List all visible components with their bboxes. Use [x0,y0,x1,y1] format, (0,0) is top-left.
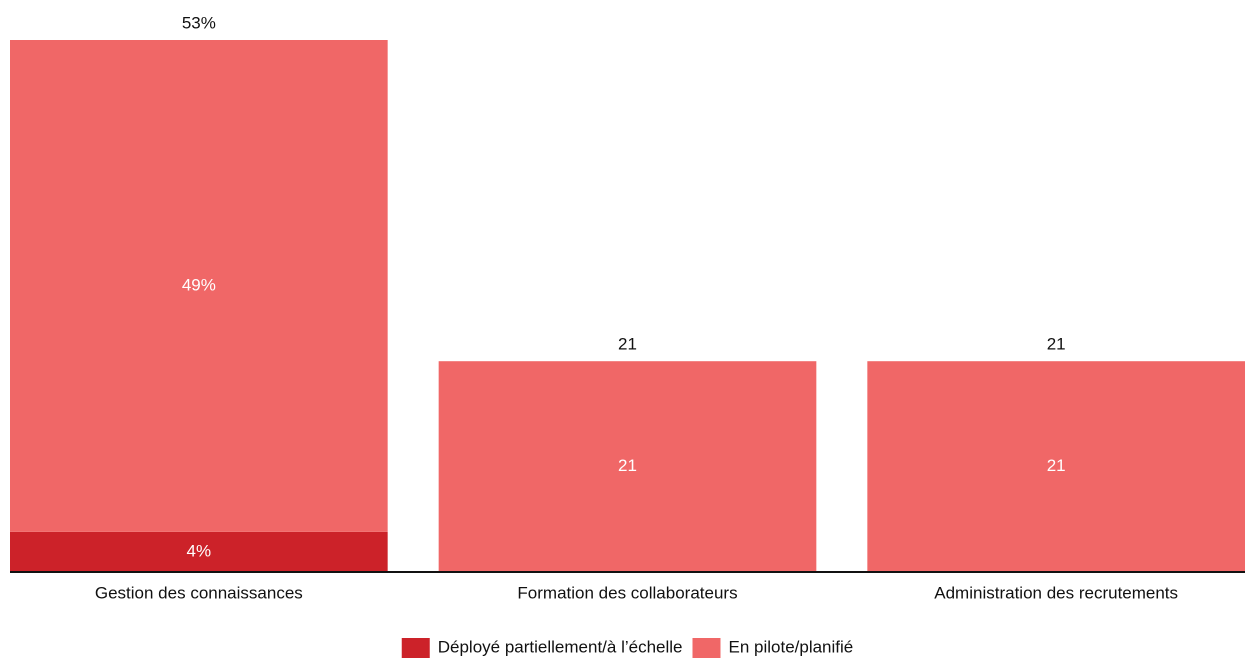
value-label: 21 [618,456,637,475]
total-label: 53% [182,13,216,32]
legend-label: Déployé partiellement/à l’échelle [438,637,683,656]
total-label: 21 [618,335,637,354]
value-label: 21 [1047,456,1066,475]
x-tick-label: Gestion des connaissances [95,583,303,602]
bar-segment [438,361,817,572]
legend-label: En pilote/planifié [728,637,853,656]
total-label: 21 [1047,335,1066,354]
legend-swatch [401,638,430,658]
bar-segment [10,531,388,572]
bar-segment [10,40,388,532]
value-label: 4% [187,541,212,560]
x-tick-label: Formation des collaborateurs [517,583,737,602]
legend-swatch [692,638,721,658]
value-label: 49% [182,275,216,294]
legend: Déployé partiellement/à l’échelle En pilo… [401,637,853,658]
x-tick-label: Administration des recrutements [934,583,1178,602]
bar-segment [867,361,1245,572]
